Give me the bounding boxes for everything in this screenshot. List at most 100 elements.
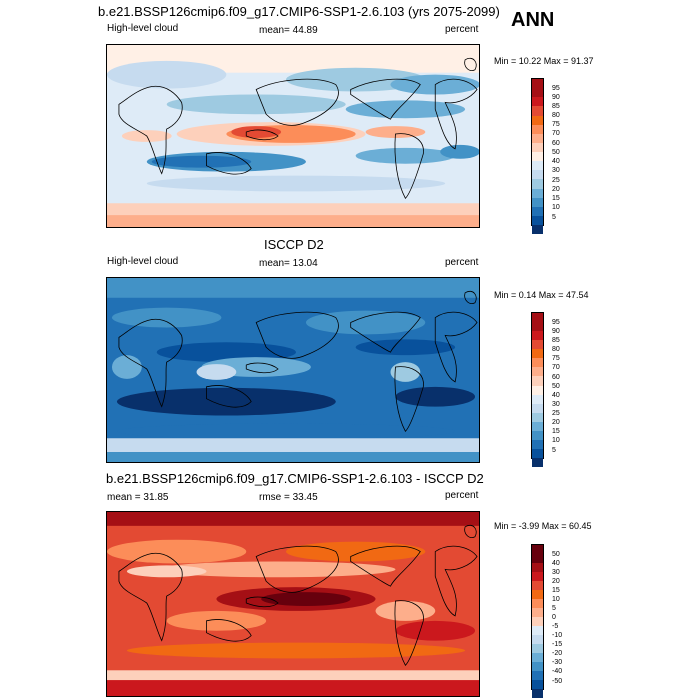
panel2-colorbar-segment bbox=[532, 358, 543, 368]
colorbar-label: -20 bbox=[552, 650, 563, 657]
colorbar-label: 75 bbox=[552, 355, 560, 362]
colorbar-label: -50 bbox=[552, 678, 563, 685]
panel2-colorbar-segment bbox=[532, 385, 543, 395]
panel2-colorbar-segment bbox=[532, 448, 543, 458]
panel2-colorbar-segment bbox=[532, 376, 543, 386]
panel2-colorbar-segment bbox=[532, 313, 543, 332]
panel2-colorbar-segment bbox=[532, 439, 543, 449]
panel1-colorbar-segment bbox=[532, 79, 543, 98]
colorbar-label: 15 bbox=[552, 587, 560, 594]
panel3-mean-label: mean = 31.85 bbox=[107, 492, 169, 503]
panel1-colorbar-segment bbox=[532, 179, 543, 189]
panel3-title: b.e21.BSSP126cmip6.f09_g17.CMIP6-SSP1-2.… bbox=[106, 471, 484, 486]
colorbar-label: 60 bbox=[552, 374, 560, 381]
colorbar-label: -40 bbox=[552, 668, 563, 675]
panel2-minmax: Min = 0.14 Max = 47.54 bbox=[494, 290, 589, 300]
panel3-units-label: percent bbox=[445, 490, 479, 501]
colorbar-label: 80 bbox=[552, 112, 560, 119]
panel1-title: b.e21.BSSP126cmip6.f09_g17.CMIP6-SSP1-2.… bbox=[98, 4, 500, 19]
panel1-units-label: percent bbox=[445, 24, 479, 35]
colorbar-label: 30 bbox=[552, 569, 560, 576]
colorbar-label: 15 bbox=[552, 428, 560, 435]
colorbar-label: 20 bbox=[552, 578, 560, 585]
panel3-colorbar-segment bbox=[532, 689, 543, 698]
panel2-colorbar-segment bbox=[532, 394, 543, 404]
panel3-colorbar-segment bbox=[532, 599, 543, 608]
panel2-mean-label: mean= 13.04 bbox=[259, 258, 318, 269]
panel1-colorbar bbox=[531, 78, 544, 235]
colorbar-label: 75 bbox=[552, 121, 560, 128]
colorbar-label: 80 bbox=[552, 346, 560, 353]
panel3-colorbar bbox=[531, 544, 544, 698]
panel2-map bbox=[106, 277, 480, 463]
panel3-rmse-label: rmse = 33.45 bbox=[259, 492, 318, 503]
colorbar-label: 10 bbox=[552, 204, 560, 211]
panel1-colorbar-segment bbox=[532, 97, 543, 107]
panel3-colorbar-segment bbox=[532, 653, 543, 662]
colorbar-label: 10 bbox=[552, 596, 560, 603]
panel1-variable-label: High-level cloud bbox=[107, 23, 179, 34]
panel3-colorbar-segment bbox=[532, 608, 543, 617]
colorbar-label: 0 bbox=[552, 614, 556, 621]
colorbar-label: 40 bbox=[552, 560, 560, 567]
panel3-colorbar-segment bbox=[532, 662, 543, 671]
colorbar-label: -10 bbox=[552, 632, 563, 639]
panel3-minmax: Min = -3.99 Max = 60.45 bbox=[494, 521, 592, 531]
panel2-colorbar-segment bbox=[532, 412, 543, 422]
colorbar-label: -15 bbox=[552, 641, 563, 648]
colorbar-label: 30 bbox=[552, 167, 560, 174]
colorbar-label: 70 bbox=[552, 364, 560, 371]
colorbar-label: 40 bbox=[552, 158, 560, 165]
colorbar-label: 10 bbox=[552, 437, 560, 444]
panel1-mean-label: mean= 44.89 bbox=[259, 25, 318, 36]
panel3-colorbar-segment bbox=[532, 671, 543, 680]
panel1-colorbar-segment bbox=[532, 106, 543, 116]
colorbar-label: 50 bbox=[552, 149, 560, 156]
panel1-colorbar-segment bbox=[532, 170, 543, 180]
colorbar-label: 25 bbox=[552, 177, 560, 184]
panel1-colorbar-segment bbox=[532, 124, 543, 134]
colorbar-label: 85 bbox=[552, 337, 560, 344]
colorbar-label: 95 bbox=[552, 85, 560, 92]
panel3-colorbar-segment bbox=[532, 626, 543, 635]
panel2-colorbar-segment bbox=[532, 430, 543, 440]
panel2-colorbar-segment bbox=[532, 367, 543, 377]
panel1-colorbar-segment bbox=[532, 133, 543, 143]
panel2-colorbar-segment bbox=[532, 403, 543, 413]
panel3-map bbox=[106, 511, 480, 697]
colorbar-label: 25 bbox=[552, 410, 560, 417]
colorbar-label: 5 bbox=[552, 214, 556, 221]
panel1-minmax: Min = 10.22 Max = 91.37 bbox=[494, 56, 594, 66]
panel2-colorbar-segment bbox=[532, 340, 543, 350]
colorbar-label: 70 bbox=[552, 130, 560, 137]
colorbar-label: 15 bbox=[552, 195, 560, 202]
panel2-units-label: percent bbox=[445, 257, 479, 268]
panel3-colorbar-segment bbox=[532, 545, 543, 563]
panel3-colorbar-segment bbox=[532, 572, 543, 581]
panel1-colorbar-segment bbox=[532, 161, 543, 171]
colorbar-label: 50 bbox=[552, 383, 560, 390]
colorbar-label: 30 bbox=[552, 401, 560, 408]
colorbar-label: 5 bbox=[552, 605, 556, 612]
panel2-colorbar-segment bbox=[532, 349, 543, 359]
panel2-variable-label: High-level cloud bbox=[107, 256, 179, 267]
panel3-colorbar-segment bbox=[532, 563, 543, 572]
panel3-colorbar-segment bbox=[532, 680, 543, 689]
colorbar-label: -5 bbox=[552, 623, 559, 630]
colorbar-label: 85 bbox=[552, 103, 560, 110]
colorbar-label: -30 bbox=[552, 659, 563, 666]
panel3-colorbar-segment bbox=[532, 590, 543, 599]
colorbar-label: 50 bbox=[552, 551, 560, 558]
colorbar-label: 90 bbox=[552, 94, 560, 101]
colorbar-label: 20 bbox=[552, 419, 560, 426]
colorbar-label: 95 bbox=[552, 319, 560, 326]
colorbar-label: 90 bbox=[552, 328, 560, 335]
panel2-colorbar-segment bbox=[532, 458, 543, 468]
panel1-colorbar-segment bbox=[532, 197, 543, 207]
panel1-colorbar-segment bbox=[532, 225, 543, 235]
panel3-colorbar-segment bbox=[532, 617, 543, 626]
panel3-colorbar-segment bbox=[532, 644, 543, 653]
panel2-colorbar bbox=[531, 312, 544, 468]
colorbar-label: 40 bbox=[552, 392, 560, 399]
panel3-colorbar-segment bbox=[532, 581, 543, 590]
